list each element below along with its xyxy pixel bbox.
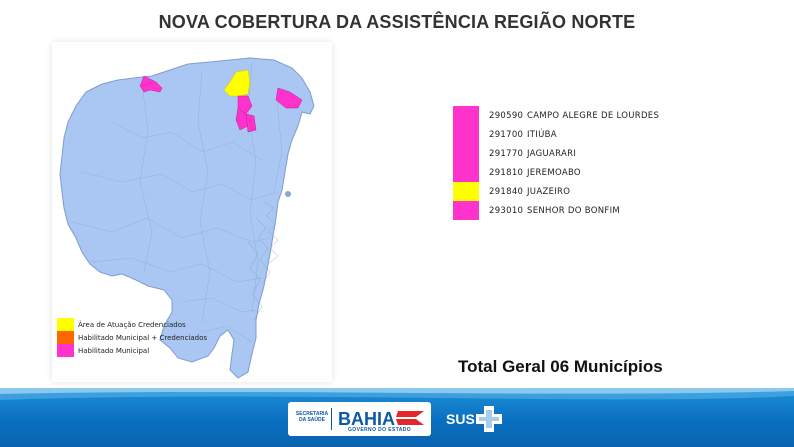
municipality-code: 291810 — [489, 167, 524, 178]
legend-swatch-yellow — [57, 318, 74, 331]
row-color-swatch — [453, 201, 479, 220]
municipality-itiuba — [245, 113, 257, 133]
table-row: 291810 JEREMOABO — [453, 163, 659, 182]
municipality-code: 291700 — [489, 129, 524, 140]
municipality-code: 293010 — [489, 205, 524, 216]
logo-divider — [331, 408, 332, 430]
row-color-swatch — [453, 182, 479, 201]
sus-logo: SUS — [446, 406, 502, 432]
municipality-name: JUAZEIRO — [527, 186, 571, 197]
municipality-name: JAGUARARI — [527, 148, 577, 159]
row-color-swatch — [453, 144, 479, 163]
footer-banner: SECRETARIA DA SAÚDE BAHIA GOVERNO DO EST… — [0, 388, 794, 447]
bahia-logo: BAHIA — [338, 409, 424, 429]
legend-label: Habilitado Municipal — [78, 346, 150, 355]
legend-label: Habilitado Municipal + Credenciados — [78, 333, 208, 342]
footer-wave — [0, 388, 794, 400]
row-color-swatch — [453, 106, 479, 125]
map-legend-item: Habilitado Municipal — [57, 344, 207, 357]
map-legend-item: Área de Atuação Credenciados — [57, 318, 207, 331]
bahia-logo-box: SECRETARIA DA SAÚDE BAHIA GOVERNO DO EST… — [288, 402, 431, 436]
municipality-jeremoabo — [275, 87, 303, 109]
secretaria-label: SECRETARIA DA SAÚDE — [295, 411, 329, 423]
map-legend-item: Habilitado Municipal + Credenciados — [57, 331, 207, 344]
state-shape — [59, 57, 315, 379]
coast-texture — [247, 201, 279, 321]
municipality-name: SENHOR DO BONFIM — [527, 205, 621, 216]
page-title: NOVA COBERTURA DA ASSISTÊNCIA REGIÃO NOR… — [158, 12, 636, 32]
legend-swatch-orange — [57, 331, 74, 344]
table-row: 290590 CAMPO ALEGRE DE LOURDES — [453, 106, 659, 125]
sus-wordmark: SUS — [446, 411, 475, 427]
municipality-table: 290590 CAMPO ALEGRE DE LOURDES 291700 IT… — [453, 106, 659, 220]
governo-label: GOVERNO DO ESTADO — [348, 427, 412, 433]
bahia-wordmark: BAHIA — [338, 409, 395, 429]
municipality-campo-alegre-de-lourdes — [139, 75, 163, 93]
municipality-name: JEREMOABO — [527, 167, 581, 178]
total-summary: Total Geral 06 Municípios — [458, 357, 663, 376]
salvador-area — [285, 191, 291, 197]
municipality-name: ITIÚBA — [527, 129, 557, 140]
legend-label: Área de Atuação Credenciados — [78, 320, 186, 329]
table-row: 291770 JAGUARARI — [453, 144, 659, 163]
municipality-code: 290590 — [489, 110, 524, 121]
municipality-code: 291840 — [489, 186, 524, 197]
table-row: 291840 JUAZEIRO — [453, 182, 659, 201]
map-legend: Área de Atuação Credenciados Habilitado … — [57, 318, 207, 357]
municipality-senhor-do-bonfim — [235, 107, 249, 131]
table-row: 291700 ITIÚBA — [453, 125, 659, 144]
row-color-swatch — [453, 163, 479, 182]
bahia-map — [59, 57, 315, 379]
row-color-swatch — [453, 125, 479, 144]
municipality-jaguarari — [237, 95, 253, 115]
legend-swatch-magenta — [57, 344, 74, 357]
sus-cross-icon — [476, 406, 502, 432]
municipality-code: 291770 — [489, 148, 524, 159]
municipality-name: CAMPO ALEGRE DE LOURDES — [527, 110, 660, 121]
table-row: 293010 SENHOR DO BONFIM — [453, 201, 659, 220]
